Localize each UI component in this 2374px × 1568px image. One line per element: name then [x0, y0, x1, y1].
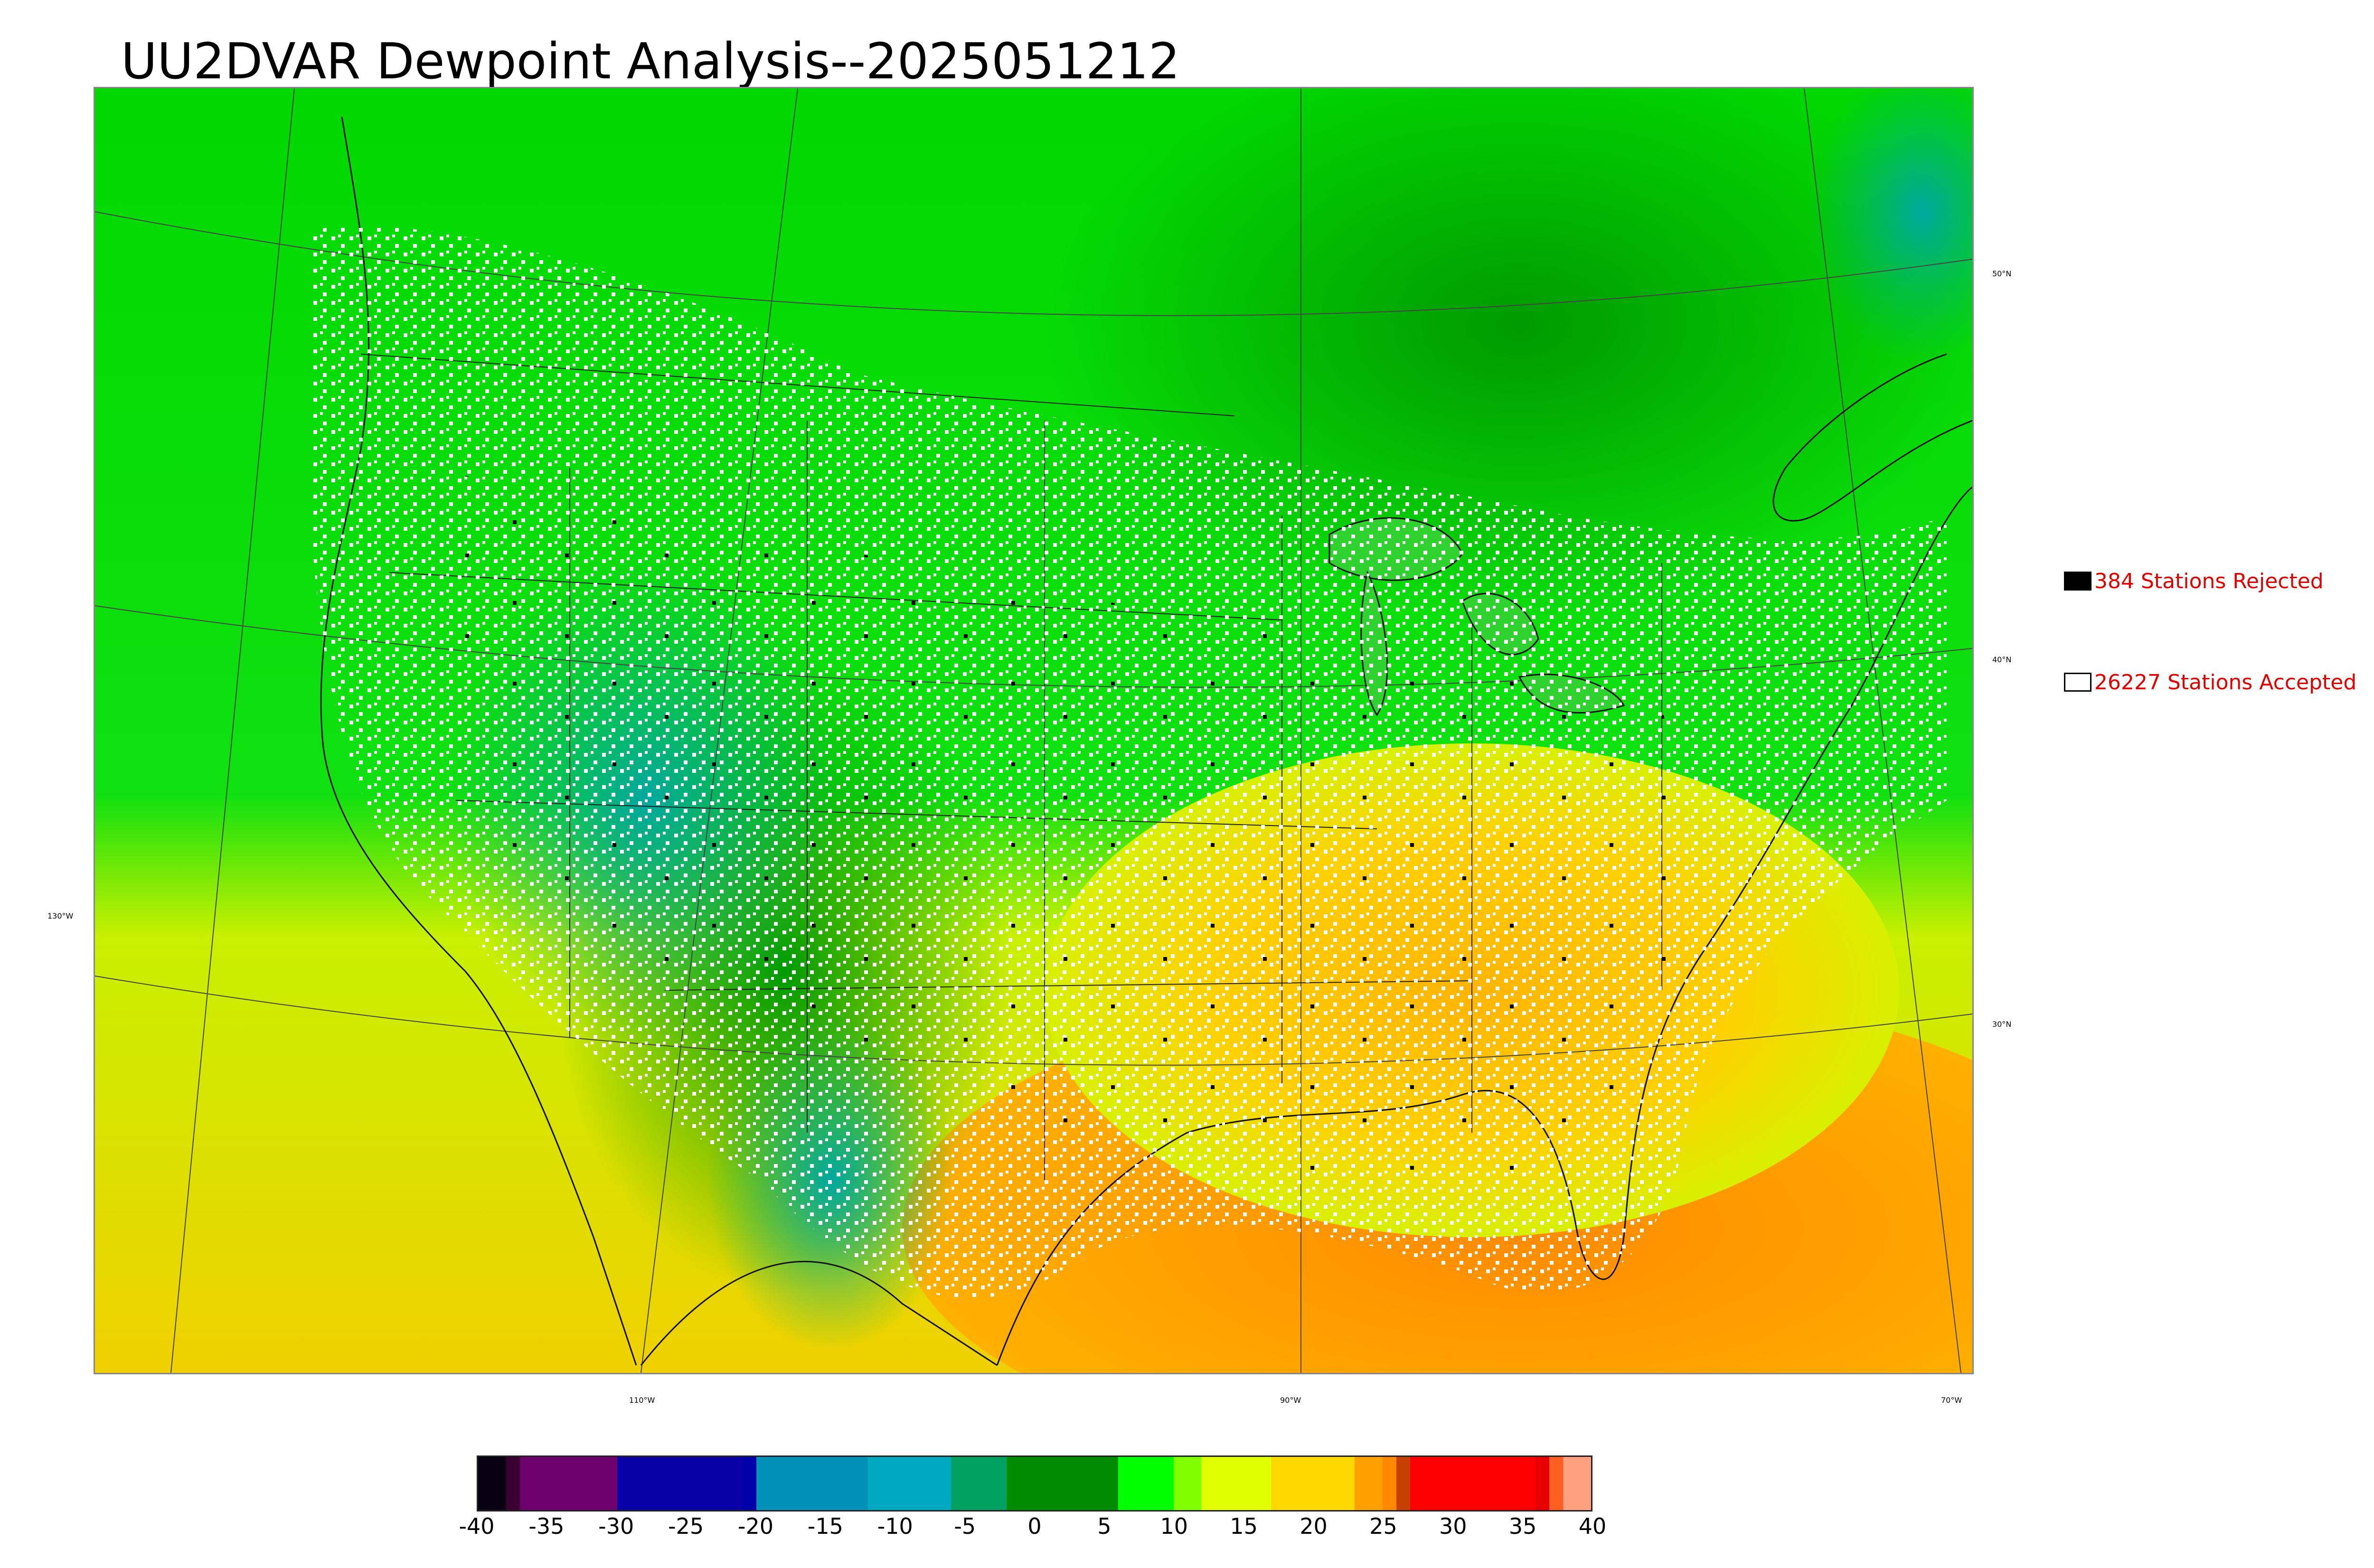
colorbar-tick-label: -5: [954, 1513, 976, 1539]
colorbar-tick-label: -40: [459, 1513, 495, 1539]
legend-accepted: 26227 Stations Accepted: [2064, 670, 2357, 695]
colorbar-tick-label: -25: [668, 1513, 704, 1539]
legend-rejected: 384 Stations Rejected: [2064, 569, 2324, 593]
longitude-label-130w: 130°W: [47, 911, 74, 920]
colorbar-tick-label: -20: [737, 1513, 774, 1539]
colorbar-tick-label: 5: [1097, 1513, 1112, 1539]
map-title: UU2DVAR Dewpoint Analysis--2025051212: [121, 32, 1180, 90]
colorbar-tick-label: 40: [1578, 1513, 1607, 1539]
colorbar-tick-label: 30: [1439, 1513, 1467, 1539]
latitude-label-50n: 50°N: [1992, 269, 2012, 278]
latitude-label-30n: 30°N: [1992, 1020, 2012, 1029]
colorbar-tick-label: 25: [1369, 1513, 1397, 1539]
legend-accepted-label: 26227 Stations Accepted: [2094, 670, 2357, 695]
dewpoint-map-svg: [95, 88, 1972, 1373]
colorbar: [477, 1455, 1592, 1512]
longitude-label-90w: 90°W: [1280, 1396, 1301, 1405]
latitude-label-40n: 40°N: [1992, 655, 2012, 664]
legend-rejected-label: 384 Stations Rejected: [2094, 569, 2324, 593]
longitude-label-70w: 70°W: [1941, 1396, 1962, 1405]
longitude-label-110w: 110°W: [629, 1396, 655, 1405]
colorbar-tick-label: 35: [1508, 1513, 1537, 1539]
colorbar-tick-label: -35: [528, 1513, 565, 1539]
colorbar-tick-label: 15: [1230, 1513, 1258, 1539]
legend-rejected-swatch: [2064, 572, 2091, 591]
colorbar-tick-label: 20: [1300, 1513, 1328, 1539]
colorbar-tick-label: 0: [1027, 1513, 1042, 1539]
colorbar-tick-label: 10: [1160, 1513, 1188, 1539]
legend-accepted-swatch: [2064, 673, 2091, 692]
colorbar-tick-label: -10: [877, 1513, 913, 1539]
dewpoint-map: [94, 87, 1974, 1374]
labrador-dry-region: [1809, 88, 1972, 364]
colorbar-tick-label: -30: [598, 1513, 634, 1539]
colorbar-tick-label: -15: [807, 1513, 843, 1539]
rejected-station-markers: [427, 468, 1709, 1197]
